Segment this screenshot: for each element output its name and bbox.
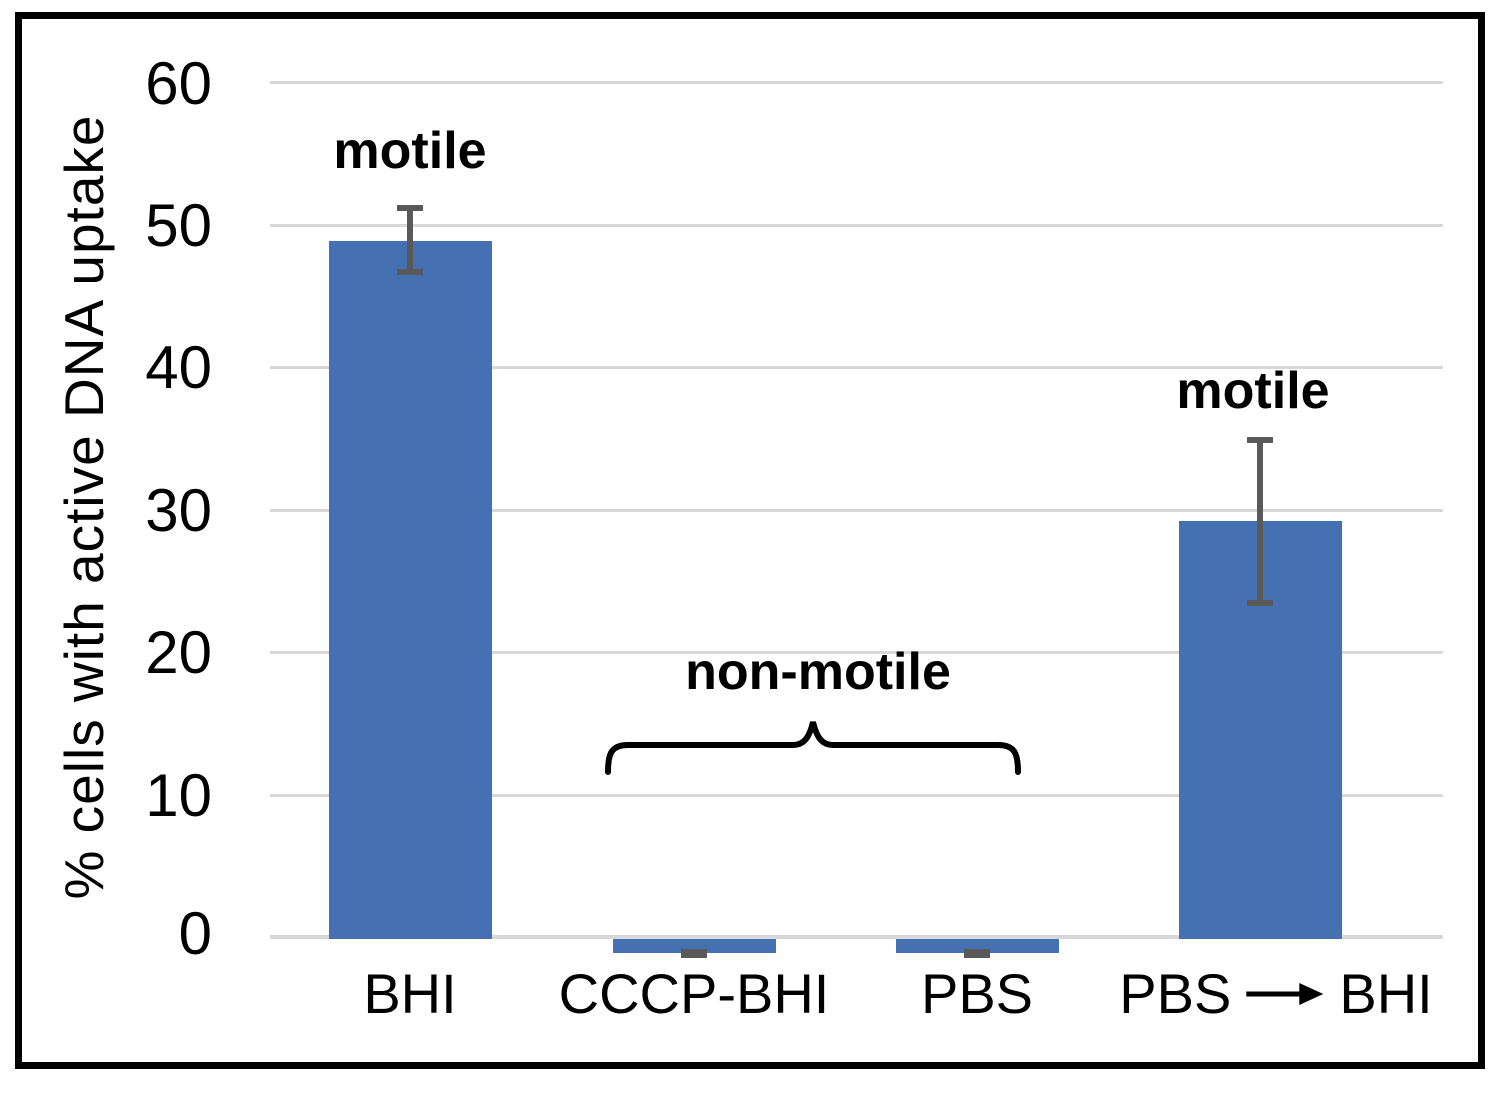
x-label-pbs-part: PBS xyxy=(1119,962,1232,1025)
gridline-40 xyxy=(270,366,1443,369)
annotation-motile-left: motile xyxy=(333,122,487,180)
y-tick-40: 40 xyxy=(145,334,212,401)
annotation-non-motile: non-motile xyxy=(685,643,951,701)
y-tick-60: 60 xyxy=(145,50,212,117)
gridline-20 xyxy=(270,651,1443,654)
x-label-bhi-part: BHI xyxy=(1339,962,1433,1025)
x-label-cccp-bhi: CCCP-BHI xyxy=(558,962,830,1025)
figure-border xyxy=(15,12,1485,1069)
error-bar-cap xyxy=(1247,437,1273,444)
gridline-60 xyxy=(270,81,1443,84)
error-bar-cap xyxy=(964,951,990,958)
gridline-50 xyxy=(270,224,1443,227)
non-motile-brace xyxy=(605,721,1021,775)
y-axis-title: % cells with active DNA uptake xyxy=(53,114,115,900)
bar-pbs xyxy=(895,939,1059,954)
error-bar-cap xyxy=(397,269,423,276)
y-tick-0: 0 xyxy=(178,900,212,967)
y-tick-30: 30 xyxy=(145,477,212,544)
gridline-10 xyxy=(270,794,1443,797)
y-tick-50: 50 xyxy=(145,192,212,259)
x-label-pbs: PBS xyxy=(920,962,1034,1025)
zero-axis-line xyxy=(270,935,1443,939)
error-bar-cap xyxy=(681,951,707,958)
y-tick-10: 10 xyxy=(145,762,212,829)
annotation-motile-right: motile xyxy=(1176,362,1330,420)
error-bar-line xyxy=(407,207,413,273)
bar-cccp-bhi xyxy=(612,939,776,954)
error-bar-cap xyxy=(1247,599,1273,606)
x-label-bhi: BHI xyxy=(363,962,457,1025)
x-label-pbs-to-bhi: PBS BHI xyxy=(1119,963,1432,1025)
error-bar-line xyxy=(1257,440,1263,603)
bar-bhi xyxy=(328,240,492,939)
right-arrow-icon xyxy=(1246,982,1324,1005)
error-bar-cap xyxy=(397,204,423,211)
y-tick-20: 20 xyxy=(145,619,212,686)
gridline-30 xyxy=(270,509,1443,512)
